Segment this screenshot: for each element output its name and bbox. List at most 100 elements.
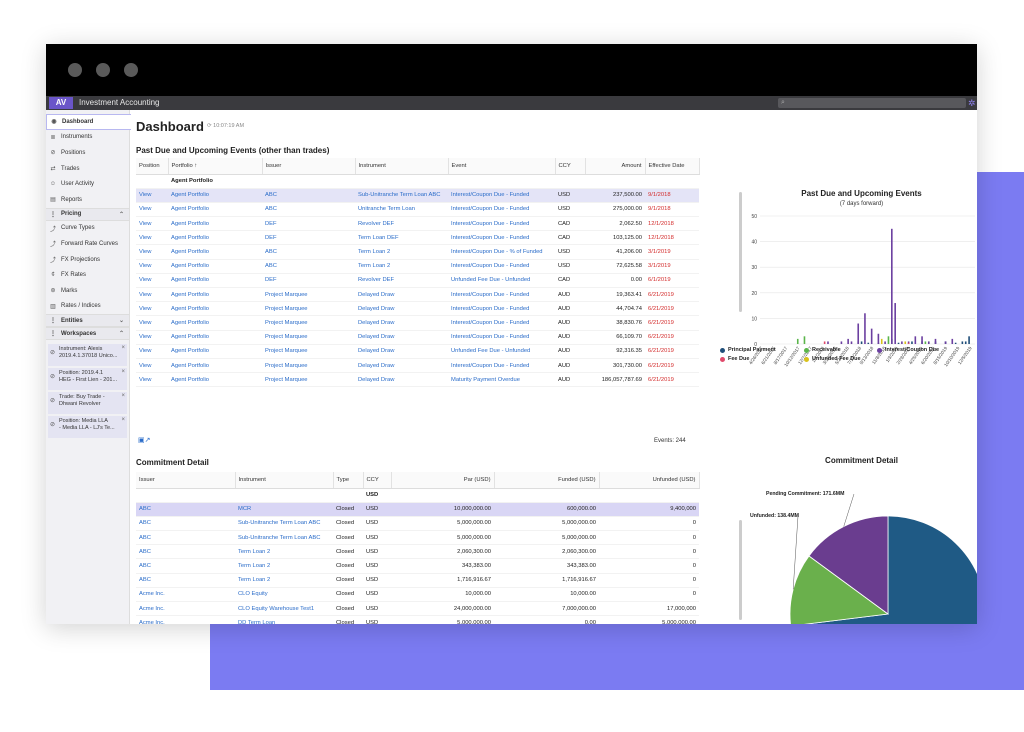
sidebar-section-entities[interactable]: ⋮ Entities ⌄ — [46, 314, 129, 328]
table-cell[interactable]: ABC — [136, 573, 235, 588]
legend-item[interactable]: Fee Due — [720, 356, 749, 362]
legend-item[interactable]: Interest/Coupon Due — [877, 347, 939, 353]
table-cell[interactable]: Sub-Unitranche Term Loan ABC — [235, 516, 333, 532]
table-cell[interactable]: Acme Inc. — [136, 587, 235, 603]
column-header[interactable]: Position — [136, 158, 169, 175]
column-header[interactable]: Funded (USD) — [494, 472, 600, 489]
column-header[interactable]: Event — [448, 158, 556, 175]
table-row[interactable]: View Agent Portfolio ABC Unitranche Term Lo… — [136, 202, 699, 218]
workspace-item[interactable]: ⊘ Position: 2019.4.1 HEG - First Lien - 20… — [48, 368, 127, 391]
table-cell[interactable]: ABC — [136, 530, 235, 546]
table-cell[interactable]: DD Term Loan — [235, 615, 333, 624]
table-row[interactable]: View Agent Portfolio ABC Term Loan 2 Interes… — [136, 259, 699, 274]
view-link[interactable]: View — [136, 216, 168, 232]
events-scrollbar[interactable] — [739, 192, 742, 312]
refresh-indicator[interactable]: ⟳ 10:07:19 AM — [207, 123, 244, 129]
table-cell[interactable]: ABC — [136, 544, 235, 560]
table-row[interactable]: Acme Inc. CLO Equity Closed USD 10,000.00 10,… — [136, 587, 699, 603]
column-header[interactable]: Unfunded (USD) — [599, 472, 700, 489]
view-link[interactable]: View — [136, 301, 168, 317]
table-row[interactable]: View Agent Portfolio ABC Sub-Unitranche Ter… — [136, 188, 699, 203]
view-link[interactable]: View — [136, 230, 168, 246]
column-header[interactable]: Effective Date — [645, 158, 700, 175]
table-row[interactable]: View Agent Portfolio Project Marquee Delaye… — [136, 315, 699, 331]
view-link[interactable]: View — [136, 202, 168, 218]
view-link[interactable]: View — [136, 315, 168, 331]
table-row[interactable]: Acme Inc. CLO Equity Warehouse Test1 Close… — [136, 601, 699, 617]
table-row[interactable]: ABC MCR Closed USD 10,000,000.00 600,000.00 9,… — [136, 502, 699, 517]
table-cell[interactable]: Acme Inc. — [136, 615, 235, 624]
column-header[interactable]: CCY — [555, 158, 586, 175]
table-row[interactable]: ABC Sub-Unitranche Term Loan ABC Closed USD… — [136, 530, 699, 546]
view-link[interactable]: View — [136, 330, 168, 345]
gear-icon[interactable]: ✲ — [968, 98, 976, 108]
excel-export-icon[interactable]: ▣↗ — [138, 437, 151, 444]
table-cell[interactable]: ABC — [136, 558, 235, 574]
table-row[interactable]: View Agent Portfolio Project Marquee Delaye… — [136, 330, 699, 345]
sidebar-item-trades[interactable]: ⇄ Trades — [46, 161, 129, 177]
view-link[interactable]: View — [136, 273, 168, 289]
column-header[interactable]: Issuer — [262, 158, 356, 175]
sidebar-item-user-activity[interactable]: ☺ User Activity — [46, 176, 129, 192]
table-row[interactable]: View Agent Portfolio DEF Revolver DEF Unfund… — [136, 273, 699, 289]
workspace-item[interactable]: ⊘ Trade: Buy Trade - Dhwani Revolver × — [48, 392, 127, 415]
view-link[interactable]: View — [136, 188, 168, 203]
column-header[interactable]: Amount — [585, 158, 646, 175]
close-icon[interactable]: × — [121, 345, 125, 352]
table-row[interactable]: ABC Term Loan 2 Closed USD 2,060,300.00 2,060… — [136, 544, 699, 560]
table-cell[interactable]: CLO Equity — [235, 587, 333, 603]
window-maximize-dot[interactable] — [124, 63, 138, 77]
workspace-item[interactable]: ⊘ Position: Media LLA - Media LLA - LJ's T… — [48, 416, 127, 439]
table-row[interactable]: View Agent Portfolio Project Marquee Delaye… — [136, 344, 699, 359]
view-link[interactable]: View — [136, 244, 168, 260]
sidebar-item-reports[interactable]: ▤ Reports — [46, 192, 129, 208]
table-row[interactable]: View Agent Portfolio DEF Term Loan DEF Inter… — [136, 230, 699, 246]
table-row[interactable]: View Agent Portfolio DEF Revolver DEF Intere… — [136, 216, 699, 232]
window-close-dot[interactable] — [68, 63, 82, 77]
table-cell[interactable]: ABC — [136, 516, 235, 532]
view-link[interactable]: View — [136, 344, 168, 359]
table-row[interactable]: View Agent Portfolio Project Marquee Delaye… — [136, 301, 699, 317]
sidebar-item-positions[interactable]: ⊘ Positions — [46, 145, 129, 161]
table-cell[interactable]: Sub-Unitranche Term Loan ABC — [235, 530, 333, 546]
column-header[interactable]: Portfolio ↑ — [168, 158, 263, 175]
view-link[interactable]: View — [136, 287, 168, 303]
table-row[interactable]: ABC Term Loan 2 Closed USD 1,716,916.67 1,716… — [136, 573, 699, 588]
column-header[interactable]: Instrument — [235, 472, 334, 489]
close-icon[interactable]: × — [121, 369, 125, 376]
legend-item[interactable]: Unfunded Fee Due — [804, 356, 861, 362]
column-header[interactable]: Type — [333, 472, 364, 489]
table-cell[interactable]: CLO Equity Warehouse Test1 — [235, 601, 333, 617]
sidebar-item-rates-indices[interactable]: ▥ Rates / Indices — [46, 299, 129, 315]
commitment-scrollbar[interactable] — [739, 520, 742, 620]
table-cell[interactable]: Term Loan 2 — [235, 558, 333, 574]
window-minimize-dot[interactable] — [96, 63, 110, 77]
table-cell[interactable]: Term Loan 2 — [235, 573, 333, 588]
view-link[interactable]: View — [136, 259, 168, 274]
table-cell[interactable]: Acme Inc. — [136, 601, 235, 617]
sidebar-item-dashboard[interactable]: ◉ Dashboard — [46, 114, 131, 130]
table-row[interactable]: ABC Sub-Unitranche Term Loan ABC Closed USD… — [136, 516, 699, 532]
table-row[interactable]: View Agent Portfolio Project Marquee Delaye… — [136, 372, 699, 388]
table-row[interactable]: View Agent Portfolio ABC Term Loan 2 Interes… — [136, 244, 699, 260]
legend-item[interactable]: Principal Payment — [720, 347, 776, 353]
close-icon[interactable]: × — [121, 417, 125, 424]
column-header[interactable]: CCY — [363, 472, 392, 489]
legend-item[interactable]: Receivable — [804, 347, 841, 353]
column-header[interactable]: Issuer — [136, 472, 236, 489]
sidebar-item-fx-rates[interactable]: ¢ FX Rates — [46, 267, 129, 283]
column-header[interactable]: Instrument — [355, 158, 449, 175]
sidebar-item-forward-rate-curves[interactable]: ⤴ Forward Rate Curves — [46, 236, 129, 252]
table-cell[interactable]: Term Loan 2 — [235, 544, 333, 560]
sidebar-item-curve-types[interactable]: ⤴ Curve Types — [46, 221, 129, 237]
search-input[interactable]: ⌕ — [778, 98, 966, 108]
table-row[interactable]: ABC Term Loan 2 Closed USD 343,383.00 343,383… — [136, 558, 699, 574]
sidebar-item-fx-projections[interactable]: ⤴ FX Projections — [46, 252, 129, 268]
sidebar-item-instruments[interactable]: ≣ Instruments — [46, 130, 129, 146]
table-row[interactable]: View Agent Portfolio Project Marquee Delaye… — [136, 358, 699, 374]
workspace-item[interactable]: ⊘ Instrument: Alexis 2019.4.1.37018 Unico.… — [48, 344, 127, 367]
table-row[interactable]: View Agent Portfolio Project Marquee Delaye… — [136, 287, 699, 303]
table-cell[interactable]: ABC — [136, 502, 235, 517]
table-cell[interactable]: MCR — [235, 502, 333, 517]
close-icon[interactable]: × — [121, 393, 125, 400]
